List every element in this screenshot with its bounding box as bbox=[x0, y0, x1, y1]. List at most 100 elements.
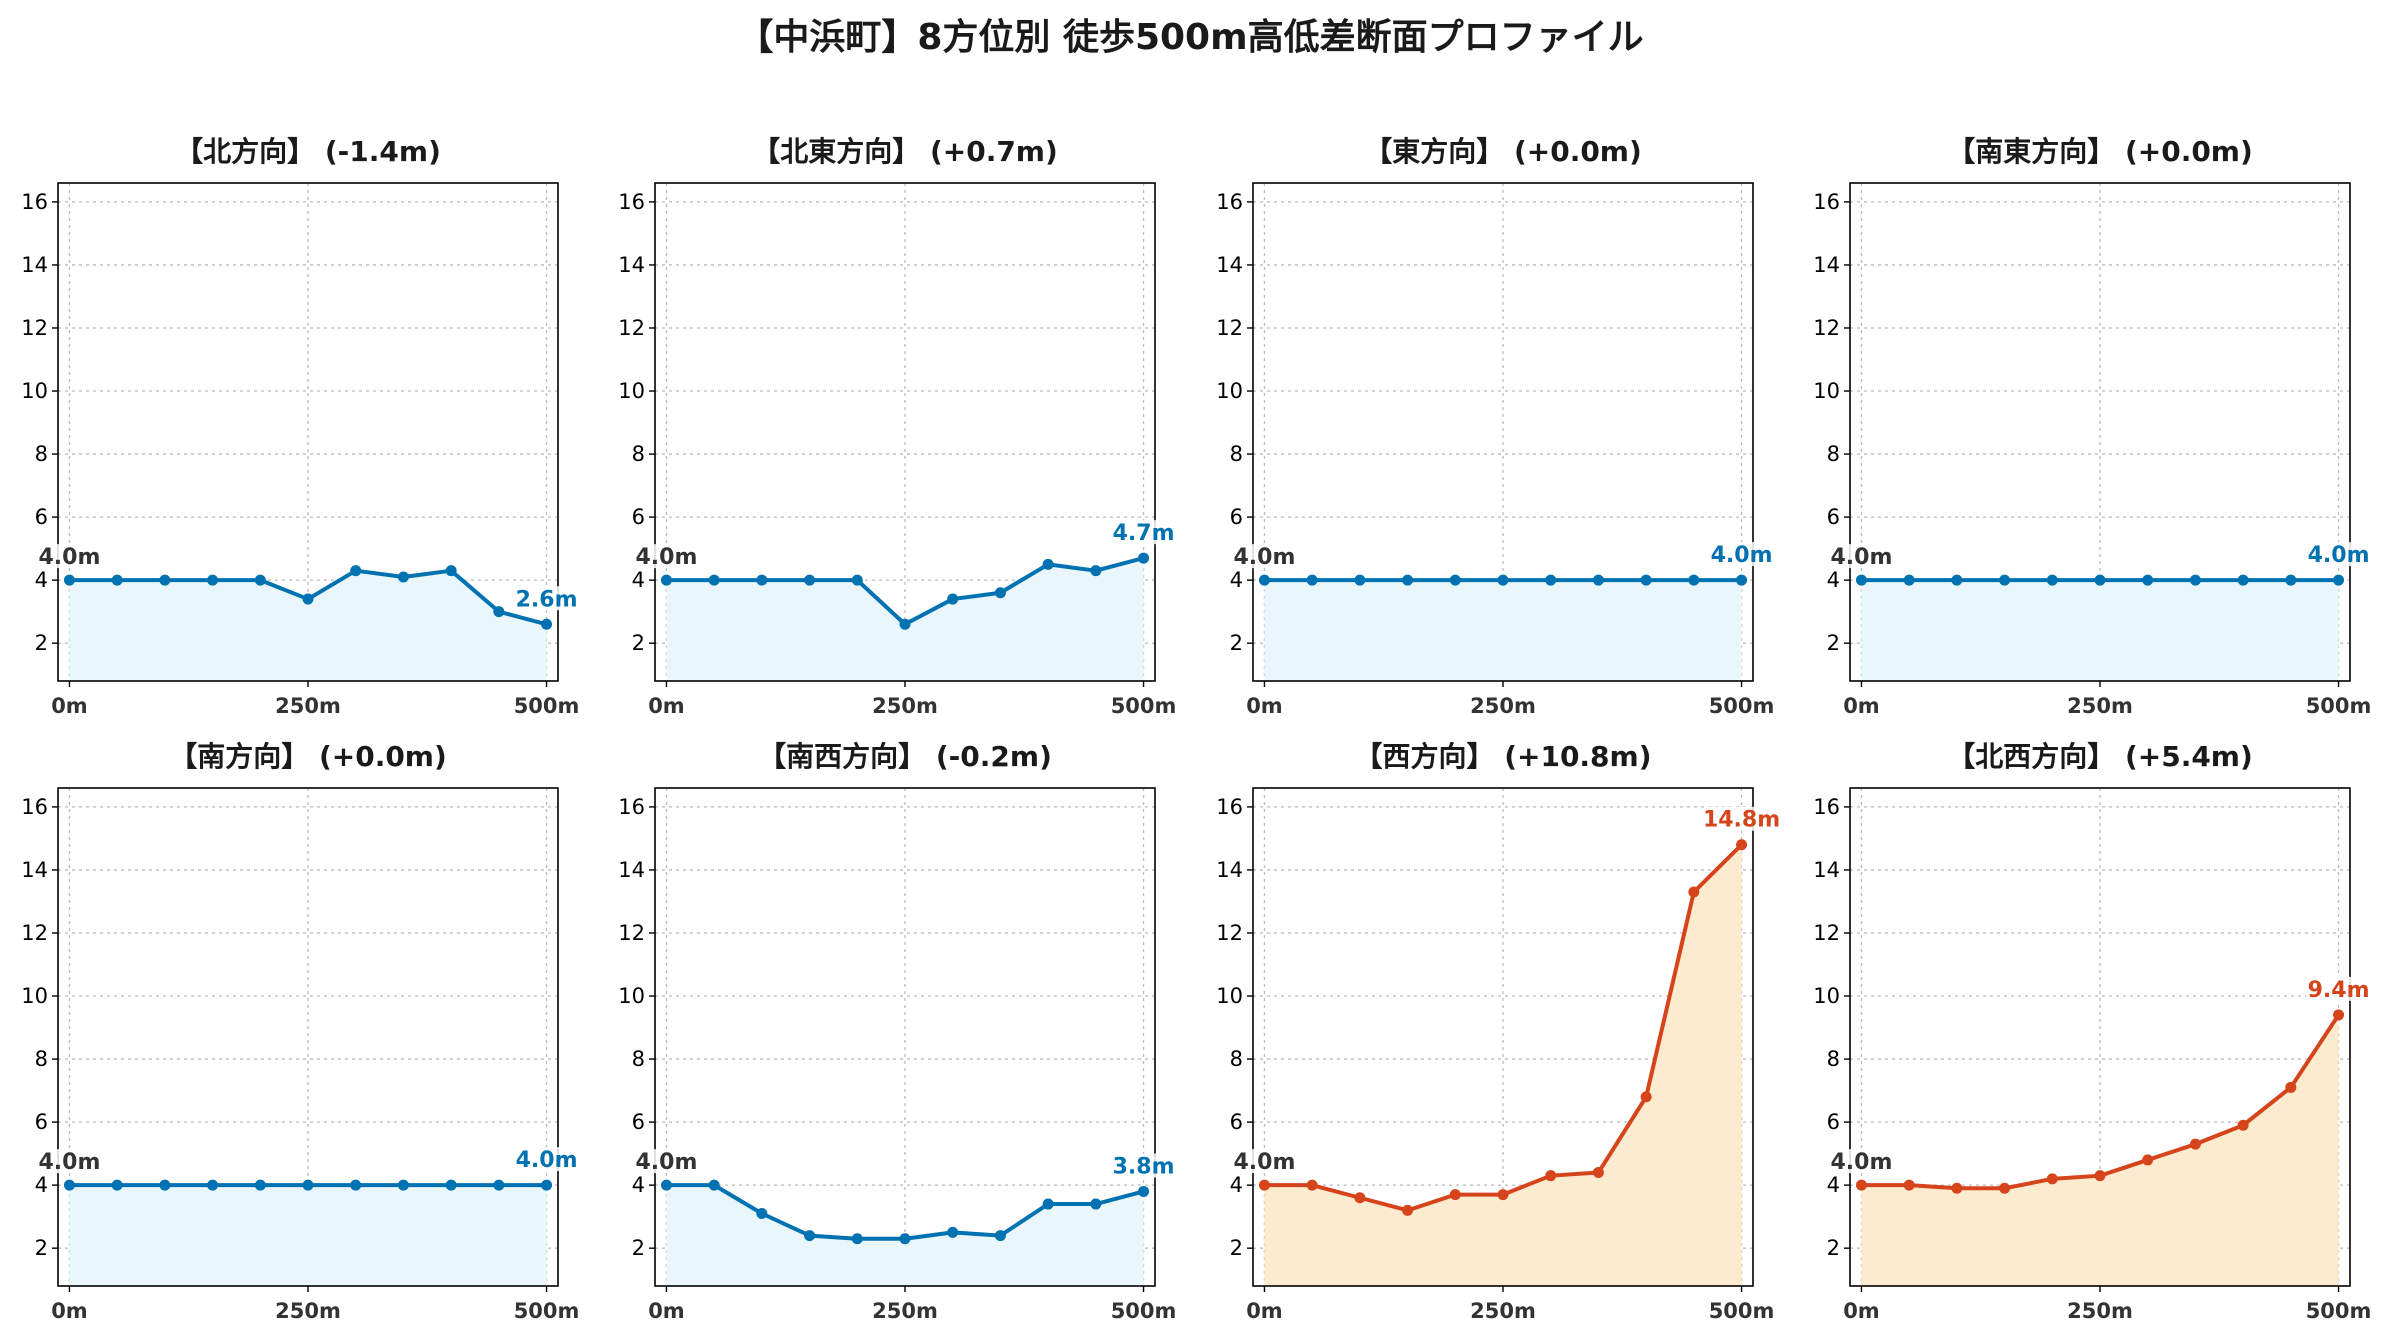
data-point-3 bbox=[207, 574, 219, 586]
data-point-5 bbox=[2094, 1170, 2106, 1182]
y-tick-label-6: 14 bbox=[1216, 858, 1243, 882]
data-point-4 bbox=[254, 1179, 266, 1191]
y-tick-label-7: 16 bbox=[618, 795, 645, 819]
data-point-10 bbox=[1736, 574, 1748, 586]
x-tick-label-0: 0m bbox=[648, 1299, 685, 1323]
y-tick-label-4: 10 bbox=[1216, 984, 1243, 1008]
data-point-5 bbox=[1497, 1189, 1509, 1201]
x-tick-label-0: 0m bbox=[1246, 1299, 1283, 1323]
end-elevation-label: 4.0m bbox=[1711, 543, 1773, 568]
y-tick-label-5: 12 bbox=[1813, 921, 1840, 945]
data-point-1 bbox=[1903, 1179, 1915, 1191]
profile-panel-7: 2 4 6 8 10 12 14 16 0m 250m 500m 【北西方向】 (+5.4m) 4.0m… bbox=[1813, 740, 2371, 1323]
y-tick-label-7: 16 bbox=[1813, 190, 1840, 214]
panel-title: 【北方向】 (-1.4m) bbox=[175, 135, 441, 168]
x-tick-label-0: 0m bbox=[1843, 694, 1880, 718]
y-tick-label-0: 2 bbox=[1230, 631, 1243, 655]
data-point-8 bbox=[1042, 1198, 1054, 1210]
x-tick-label-1: 250m bbox=[1470, 694, 1536, 718]
data-point-1 bbox=[111, 1179, 123, 1191]
data-point-8 bbox=[1042, 558, 1054, 570]
data-point-7 bbox=[1592, 1167, 1604, 1179]
y-tick-label-6: 14 bbox=[1813, 253, 1840, 277]
data-point-7 bbox=[2189, 574, 2201, 586]
y-tick-label-0: 2 bbox=[632, 631, 645, 655]
x-tick-label-0: 0m bbox=[1246, 694, 1283, 718]
data-point-1 bbox=[708, 574, 720, 586]
end-elevation-label: 3.8m bbox=[1113, 1154, 1175, 1179]
y-tick-label-4: 10 bbox=[618, 379, 645, 403]
profile-panel-1: 2 4 6 8 10 12 14 16 0m 250m 500m 【北東方向】 (+0.7m) 4.0m… bbox=[618, 135, 1176, 718]
panel-title: 【西方向】 (+10.8m) bbox=[1354, 740, 1651, 773]
x-tick-label-2: 500m bbox=[514, 694, 580, 718]
data-point-9 bbox=[1090, 565, 1102, 577]
y-tick-label-4: 10 bbox=[1813, 379, 1840, 403]
y-tick-label-4: 10 bbox=[21, 984, 48, 1008]
panel-title: 【南東方向】 (+0.0m) bbox=[1947, 135, 2253, 168]
data-point-4 bbox=[851, 574, 863, 586]
x-tick-label-1: 250m bbox=[275, 694, 341, 718]
data-point-4 bbox=[851, 1233, 863, 1245]
data-point-10 bbox=[1736, 839, 1748, 851]
data-point-9 bbox=[493, 1179, 505, 1191]
y-tick-label-4: 10 bbox=[618, 984, 645, 1008]
data-point-3 bbox=[1999, 1182, 2011, 1194]
x-tick-label-2: 500m bbox=[1709, 694, 1775, 718]
elevation-area bbox=[1861, 1014, 2339, 1286]
data-point-6 bbox=[947, 593, 959, 605]
start-label-bg bbox=[37, 1149, 102, 1174]
y-tick-label-5: 12 bbox=[1216, 921, 1243, 945]
y-tick-label-0: 2 bbox=[35, 631, 48, 655]
data-point-2 bbox=[1354, 574, 1366, 586]
y-tick-label-0: 2 bbox=[1230, 1236, 1243, 1260]
profile-panel-2: 2 4 6 8 10 12 14 16 0m 250m 500m 【東方向】 (+0.0m) 4.0m 4… bbox=[1216, 135, 1774, 718]
x-tick-label-1: 250m bbox=[1470, 1299, 1536, 1323]
data-point-5 bbox=[899, 618, 911, 630]
y-tick-label-5: 12 bbox=[21, 921, 48, 945]
y-tick-label-2: 6 bbox=[35, 1110, 48, 1134]
x-tick-label-0: 0m bbox=[51, 1299, 88, 1323]
data-point-3 bbox=[207, 1179, 219, 1191]
data-point-10 bbox=[2333, 574, 2345, 586]
data-point-9 bbox=[1688, 574, 1700, 586]
data-point-5 bbox=[302, 1179, 314, 1191]
y-tick-label-5: 12 bbox=[21, 316, 48, 340]
data-point-6 bbox=[2142, 574, 2154, 586]
y-tick-label-2: 6 bbox=[632, 1110, 645, 1134]
y-tick-label-5: 12 bbox=[1813, 316, 1840, 340]
data-point-1 bbox=[1306, 574, 1318, 586]
start-elevation-label: 4.0m bbox=[635, 545, 697, 570]
profile-panel-4: 2 4 6 8 10 12 14 16 0m 250m 500m 【南方向】 (+0.0m) 4.0m 4… bbox=[21, 740, 579, 1323]
x-tick-label-0: 0m bbox=[1843, 1299, 1880, 1323]
x-tick-label-2: 500m bbox=[1111, 1299, 1177, 1323]
data-point-7 bbox=[994, 1230, 1006, 1242]
profile-panel-3: 2 4 6 8 10 12 14 16 0m 250m 500m 【南東方向】 (+0.0m) 4.0m… bbox=[1813, 135, 2371, 718]
y-tick-label-3: 8 bbox=[632, 1047, 645, 1071]
data-point-0 bbox=[1258, 574, 1270, 586]
y-tick-label-6: 14 bbox=[618, 253, 645, 277]
y-tick-label-6: 14 bbox=[21, 253, 48, 277]
data-point-7 bbox=[397, 1179, 409, 1191]
data-point-4 bbox=[1449, 574, 1461, 586]
start-label-bg bbox=[1829, 544, 1894, 569]
data-point-9 bbox=[493, 606, 505, 618]
y-tick-label-2: 6 bbox=[1827, 505, 1840, 529]
data-point-0 bbox=[63, 1179, 75, 1191]
panel-title: 【南方向】 (+0.0m) bbox=[169, 740, 447, 773]
profile-panel-5: 2 4 6 8 10 12 14 16 0m 250m 500m 【南西方向】 (-0.2m) 4.0m… bbox=[618, 740, 1176, 1323]
data-point-4 bbox=[1449, 1189, 1461, 1201]
y-tick-label-3: 8 bbox=[632, 442, 645, 466]
data-point-2 bbox=[756, 1208, 768, 1220]
elevation-area bbox=[1861, 580, 2339, 681]
start-elevation-label: 4.0m bbox=[38, 545, 100, 570]
start-elevation-label: 4.0m bbox=[635, 1150, 697, 1175]
data-point-3 bbox=[1402, 574, 1414, 586]
elevation-area bbox=[1264, 580, 1742, 681]
data-point-7 bbox=[397, 571, 409, 583]
data-point-6 bbox=[350, 565, 362, 577]
y-tick-label-3: 8 bbox=[35, 1047, 48, 1071]
start-elevation-label: 4.0m bbox=[38, 1150, 100, 1175]
data-point-8 bbox=[2237, 1119, 2249, 1131]
data-point-8 bbox=[1640, 574, 1652, 586]
y-tick-label-4: 10 bbox=[1216, 379, 1243, 403]
